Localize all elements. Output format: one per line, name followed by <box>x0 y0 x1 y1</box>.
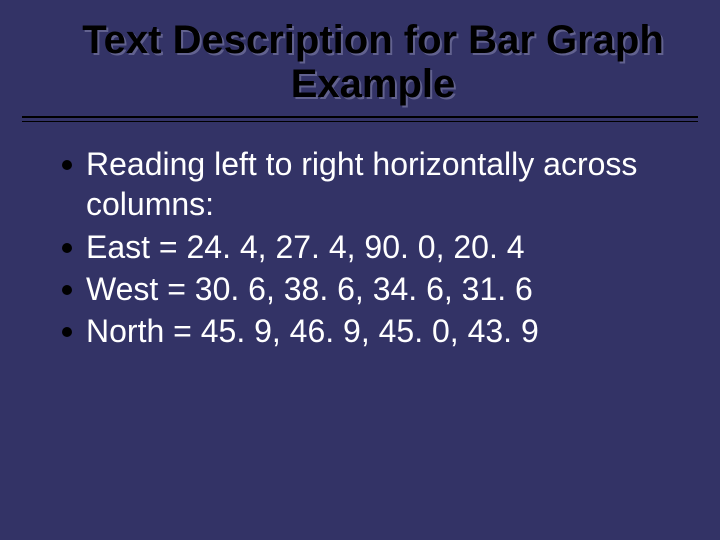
bullet-text: Reading left to right horizontally acros… <box>86 144 680 225</box>
bullet-item: Reading left to right horizontally acros… <box>62 144 680 225</box>
slide: Text Description for Bar Graph Example R… <box>0 0 720 540</box>
bullet-dot-icon <box>62 327 72 337</box>
bullet-text: East = 24. 4, 27. 4, 90. 0, 20. 4 <box>86 227 525 267</box>
title-divider <box>22 116 698 120</box>
bullet-dot-icon <box>62 160 72 170</box>
bullet-text: North = 45. 9, 46. 9, 45. 0, 43. 9 <box>86 311 539 351</box>
bullet-item: North = 45. 9, 46. 9, 45. 0, 43. 9 <box>62 311 680 351</box>
bullet-item: West = 30. 6, 38. 6, 34. 6, 31. 6 <box>62 269 680 309</box>
bullet-dot-icon <box>62 285 72 295</box>
content-area: Reading left to right horizontally acros… <box>0 120 720 352</box>
divider-line-thick <box>22 116 698 118</box>
title-wrap: Text Description for Bar Graph Example <box>0 0 720 106</box>
slide-title: Text Description for Bar Graph Example <box>66 18 680 106</box>
bullet-dot-icon <box>62 243 72 253</box>
bullet-text: West = 30. 6, 38. 6, 34. 6, 31. 6 <box>86 269 533 309</box>
divider-line-thin <box>22 121 698 122</box>
bullet-item: East = 24. 4, 27. 4, 90. 0, 20. 4 <box>62 227 680 267</box>
